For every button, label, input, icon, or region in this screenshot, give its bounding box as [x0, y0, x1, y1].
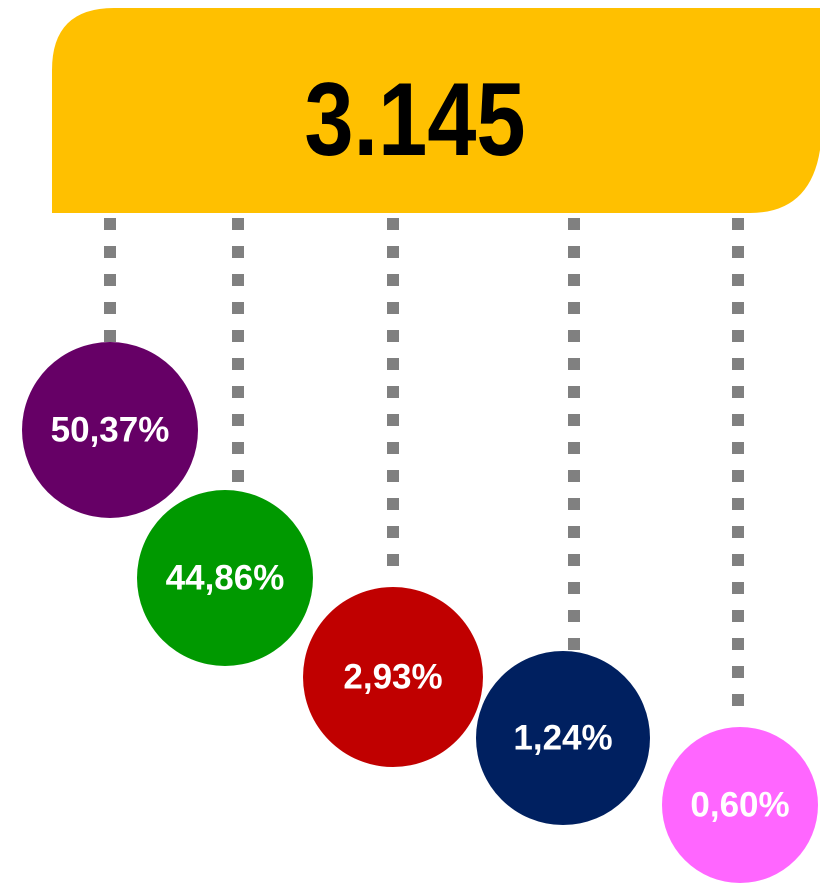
- share-circle: [22, 342, 198, 518]
- share-circle: [476, 651, 650, 825]
- total-banner: [52, 8, 820, 213]
- items: 50,37% 44,86% 2,93% 1,24% 0,60%: [22, 218, 818, 883]
- share-label: 0,60%: [690, 786, 789, 825]
- total-value: 3.145: [304, 62, 525, 177]
- share-circle: [303, 587, 483, 767]
- share-label: 2,93%: [343, 658, 442, 697]
- share-circle: [137, 490, 313, 666]
- share-label: 50,37%: [51, 411, 170, 450]
- share-label: 44,86%: [166, 559, 285, 598]
- share-label: 1,24%: [513, 719, 612, 758]
- share-circle: [662, 727, 818, 883]
